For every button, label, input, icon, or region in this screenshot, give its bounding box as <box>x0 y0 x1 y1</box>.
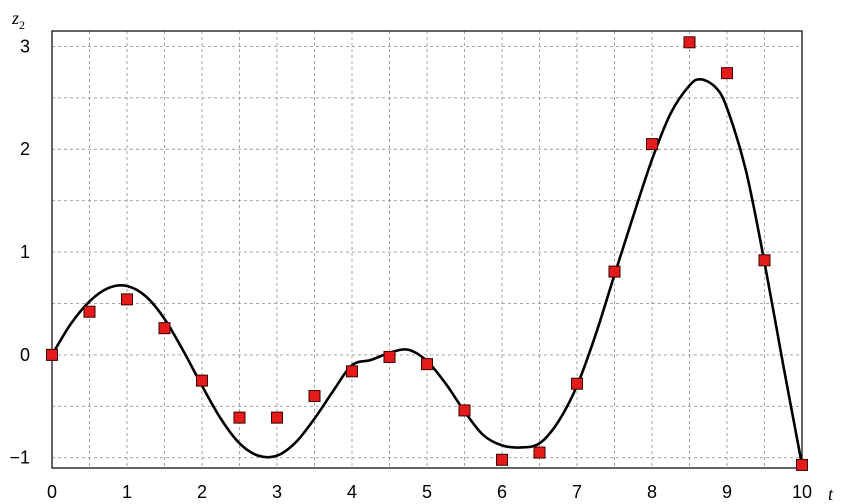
data-point <box>121 293 133 306</box>
data-point <box>758 254 771 267</box>
y-axis-label: z2 <box>11 8 25 32</box>
fit-curve <box>50 77 804 466</box>
data-point <box>646 138 658 151</box>
y-tick-label: 3 <box>20 36 30 56</box>
data-point <box>721 67 733 80</box>
data-point <box>796 458 808 471</box>
y-tick-labels: −1 0 1 2 3 <box>9 36 30 467</box>
x-tick-label: 10 <box>792 482 812 502</box>
x-tick-label: 3 <box>272 482 282 502</box>
plot-frame <box>51 30 803 469</box>
data-point <box>383 350 396 363</box>
y-tick-label: 2 <box>20 139 30 159</box>
data-point <box>233 411 246 424</box>
data-point <box>571 377 583 390</box>
x-tick-label: 0 <box>47 482 57 502</box>
x-tick-label: 9 <box>722 482 732 502</box>
x-tick-label: 6 <box>497 482 507 502</box>
x-tick-labels: 0 1 2 3 4 5 6 7 8 9 10 <box>47 482 812 502</box>
data-point <box>308 390 321 403</box>
x-tick-label: 2 <box>197 482 207 502</box>
data-point <box>608 265 621 278</box>
data-point <box>46 348 58 361</box>
data-point <box>196 374 208 387</box>
x-tick-label: 5 <box>422 482 432 502</box>
data-point <box>496 453 508 466</box>
data-point <box>83 305 96 318</box>
data-point <box>421 358 433 371</box>
data-point <box>533 446 546 459</box>
data-point <box>158 322 171 335</box>
data-point <box>458 404 471 417</box>
x-tick-label: 4 <box>347 482 357 502</box>
data-point <box>346 365 358 378</box>
x-tick-label: 1 <box>122 482 132 502</box>
data-point <box>271 411 283 424</box>
data-points <box>46 36 808 471</box>
x-axis-label: t <box>828 484 834 504</box>
grid <box>52 31 802 468</box>
y-tick-label: 1 <box>20 242 30 262</box>
y-tick-label: 0 <box>20 345 30 365</box>
x-tick-label: 7 <box>572 482 582 502</box>
data-point <box>683 36 696 49</box>
x-tick-label: 8 <box>647 482 657 502</box>
y-tick-label: −1 <box>9 448 30 468</box>
